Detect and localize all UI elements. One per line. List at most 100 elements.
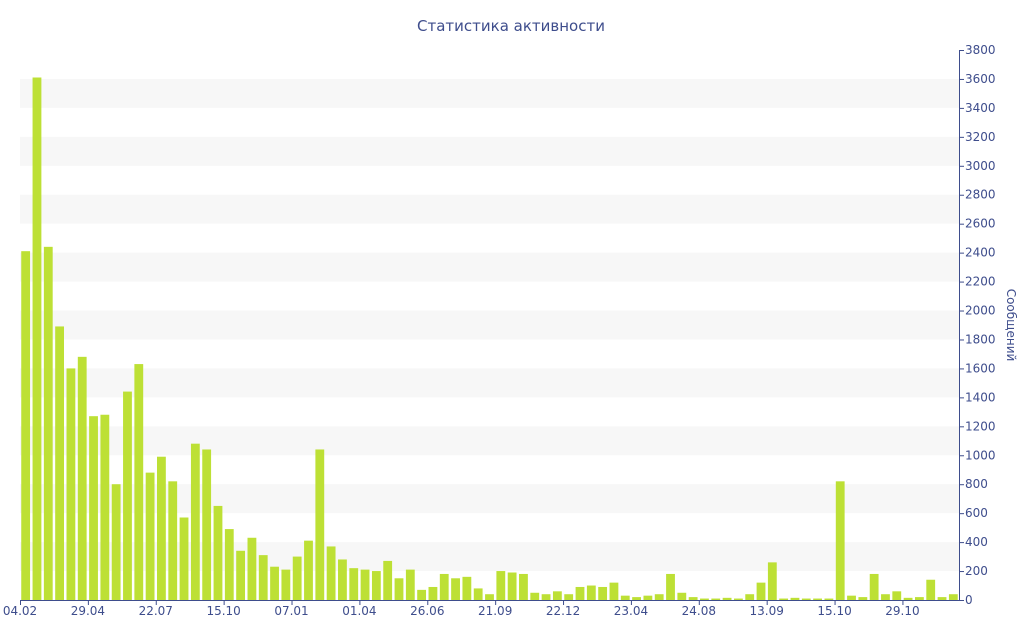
x-tick-label: 15.10 — [817, 604, 851, 618]
bar — [711, 598, 721, 600]
bar — [643, 595, 653, 600]
bar — [801, 598, 811, 600]
bar — [100, 414, 110, 600]
bar — [813, 598, 822, 600]
bar — [666, 573, 675, 600]
y-tick-label: 600 — [965, 506, 988, 520]
bar — [43, 246, 53, 600]
bar — [417, 589, 427, 600]
bar — [530, 592, 540, 600]
bar — [688, 597, 698, 600]
bar — [745, 594, 755, 600]
bar — [32, 77, 42, 600]
bar — [519, 573, 528, 600]
bar — [881, 594, 890, 600]
bar — [349, 568, 359, 600]
bar — [926, 579, 936, 600]
chart-title: Статистика активности — [417, 17, 605, 35]
y-tick-label: 1600 — [965, 361, 996, 375]
bar — [258, 555, 268, 600]
grid-bands — [20, 78, 959, 572]
bar — [304, 540, 313, 600]
x-tick-label: 22.07 — [139, 604, 173, 618]
y-tick-label: 3000 — [965, 159, 996, 173]
y-tick-label: 2400 — [965, 246, 996, 260]
bar — [858, 597, 868, 600]
bar — [598, 586, 608, 600]
bar — [937, 597, 947, 600]
y-tick-label: 800 — [965, 477, 988, 491]
bar — [360, 569, 370, 600]
y-tick-label: 3800 — [965, 43, 996, 57]
bar — [824, 598, 834, 600]
x-tick-label: 21.09 — [478, 604, 512, 618]
bar — [428, 586, 438, 600]
bar — [541, 594, 551, 600]
bar — [405, 569, 415, 600]
bar — [157, 456, 166, 600]
y-tick-label: 200 — [965, 564, 988, 578]
x-tick-label: 29.10 — [885, 604, 919, 618]
bar — [564, 594, 574, 600]
y-tick-label: 400 — [965, 535, 988, 549]
y-tick-label: 1400 — [965, 390, 996, 404]
bar — [55, 326, 64, 600]
bar — [914, 597, 924, 600]
bar — [586, 585, 596, 600]
bar — [496, 571, 506, 600]
bar — [383, 560, 393, 600]
bar — [677, 592, 687, 600]
bar — [394, 578, 404, 600]
x-tick-label: 29.04 — [71, 604, 105, 618]
bar — [439, 573, 449, 600]
bar — [632, 597, 641, 600]
grid-band — [20, 368, 959, 398]
bar — [948, 594, 958, 600]
bar — [236, 550, 246, 600]
grid-band — [20, 78, 959, 108]
bar — [145, 472, 155, 600]
y-tick-label: 2600 — [965, 217, 996, 231]
y-axis-ticks: 0 200 400 600 800 1000 1200 1400 1600 1800 2000 220… — [959, 43, 996, 607]
bar — [111, 484, 121, 600]
x-tick-label: 15.10 — [206, 604, 240, 618]
bar — [847, 595, 856, 600]
bar — [66, 368, 76, 600]
bar — [281, 569, 291, 600]
bar — [247, 537, 257, 600]
grid-band — [20, 252, 959, 282]
y-tick-label: 3200 — [965, 130, 996, 144]
bar — [77, 356, 87, 600]
bar — [722, 597, 732, 600]
x-tick-label: 24.08 — [682, 604, 716, 618]
bar — [371, 571, 381, 600]
grid-band — [20, 310, 959, 340]
x-tick-label: 01.04 — [342, 604, 376, 618]
y-tick-label: 1000 — [965, 448, 996, 462]
bar — [21, 251, 31, 600]
y-tick-label: 1800 — [965, 332, 996, 346]
x-axis-ticks: 04.02 29.04 22.07 15.10 07.01 01.04 26.06 21.09… — [3, 600, 920, 618]
bar — [123, 391, 132, 600]
bar — [903, 597, 913, 600]
y-tick-label: 3400 — [965, 101, 996, 115]
y-tick-label: 0 — [965, 593, 973, 607]
bar — [224, 529, 234, 600]
bar — [202, 449, 212, 600]
y-tick-label: 2800 — [965, 188, 996, 202]
bar — [620, 595, 630, 600]
bar — [462, 576, 472, 600]
x-tick-label: 07.01 — [274, 604, 308, 618]
grid-band — [20, 194, 959, 224]
bar — [326, 546, 336, 600]
bar — [779, 598, 789, 600]
y-axis-title: Сообщений — [1004, 289, 1018, 362]
bar — [869, 573, 879, 600]
bar — [485, 594, 494, 600]
y-tick-label: 1200 — [965, 419, 996, 433]
bar — [552, 591, 562, 600]
bar — [654, 594, 664, 600]
bar — [338, 559, 347, 600]
y-tick-label: 2200 — [965, 275, 996, 289]
